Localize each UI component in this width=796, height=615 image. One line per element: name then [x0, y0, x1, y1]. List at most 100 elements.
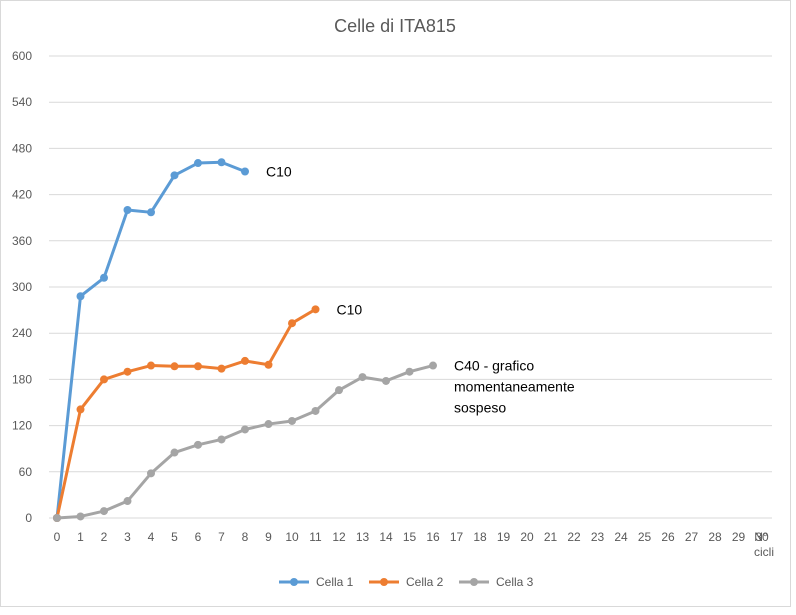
data-point: [241, 356, 249, 365]
data-point: [123, 367, 132, 376]
x-tick-label: 23: [591, 530, 605, 544]
data-point: [170, 448, 179, 457]
x-tick-label: 9: [265, 530, 272, 544]
y-tick-label: 420: [12, 188, 32, 202]
data-point: [241, 167, 249, 176]
data-point: [123, 497, 132, 506]
series-line: [55, 308, 317, 519]
data-point: [100, 273, 108, 282]
data-point: [288, 319, 296, 328]
x-tick-label: 12: [332, 530, 346, 544]
legend-item: Cella 3: [459, 575, 534, 589]
legend-label: Cella 3: [496, 575, 534, 589]
data-point: [217, 364, 226, 373]
data-point: [429, 361, 437, 370]
data-point: [241, 425, 249, 434]
annotation-label: C10: [266, 164, 292, 180]
x-tick-label: 18: [473, 530, 487, 544]
data-point: [311, 406, 320, 415]
x-tick-label: 17: [450, 530, 464, 544]
y-tick-label: 480: [12, 141, 32, 155]
x-tick-label: 6: [195, 530, 202, 544]
x-tick-label: 0: [54, 530, 61, 544]
data-point: [100, 507, 108, 516]
data-point: [147, 469, 155, 478]
x-tick-label: 30: [755, 530, 769, 544]
series-3: [53, 361, 437, 522]
legend: Cella 1 Cella 2 Cella 3: [279, 575, 534, 589]
x-axis-ticks: 0 1 2 3 4 5 6 7 8 9 10 11 12 13 14 15 16 17 18 19 20 21 22 23 24…: [54, 530, 774, 559]
x-axis-label-line1: N°: [754, 530, 768, 544]
x-tick-label: 29: [732, 530, 746, 544]
x-tick-label: 26: [661, 530, 675, 544]
annotation-label: C40 - grafico: [454, 358, 534, 374]
legend-marker: [380, 578, 388, 586]
legend-marker: [470, 578, 478, 586]
y-tick-label: 180: [12, 372, 32, 386]
data-point: [217, 435, 226, 444]
data-point: [288, 416, 296, 425]
data-point: [147, 361, 155, 370]
data-point: [147, 208, 155, 217]
x-tick-label: 8: [242, 530, 249, 544]
x-tick-label: 22: [567, 530, 581, 544]
data-point: [100, 375, 108, 384]
legend-label: Cella 2: [406, 575, 444, 589]
y-tick-label: 300: [12, 280, 32, 294]
y-tick-label: 360: [12, 234, 32, 248]
annotation-label: sospeso: [454, 400, 506, 416]
x-tick-label: 11: [309, 530, 322, 544]
y-tick-label: 240: [12, 326, 32, 340]
y-tick-label: 120: [12, 419, 32, 433]
y-tick-label: 540: [12, 95, 32, 109]
x-tick-label: 14: [379, 530, 393, 544]
x-tick-label: 2: [101, 530, 108, 544]
x-tick-label: 16: [426, 530, 440, 544]
data-point: [194, 440, 202, 449]
data-point: [53, 514, 61, 522]
data-point: [311, 305, 320, 314]
data-point: [76, 405, 85, 414]
x-tick-label: 28: [708, 530, 722, 544]
annotations: C10 C10 C40 - grafico momentaneamente sospes…: [266, 164, 575, 416]
x-axis-label-line2: cicli: [754, 545, 774, 559]
y-tick-label: 600: [12, 49, 32, 63]
data-point: [382, 376, 390, 385]
annotation-label: momentaneamente: [454, 379, 575, 395]
x-tick-label: 13: [356, 530, 370, 544]
chart-title: Celle di ITA815: [334, 16, 456, 36]
data-point: [76, 292, 85, 301]
data-point: [170, 362, 179, 371]
data-point: [264, 420, 273, 429]
data-point: [264, 360, 273, 369]
gridlines: [49, 55, 772, 519]
x-tick-label: 7: [218, 530, 225, 544]
x-tick-label: 25: [638, 530, 652, 544]
data-point: [194, 362, 202, 371]
y-tick-label: 0: [25, 511, 32, 525]
data-point: [405, 367, 414, 376]
legend-item: Cella 2: [369, 575, 444, 589]
y-tick-label: 60: [19, 465, 33, 479]
series-1: [53, 158, 249, 522]
x-tick-label: 21: [544, 530, 558, 544]
data-point: [358, 373, 367, 382]
annotation-label: C10: [337, 301, 363, 317]
data-point: [194, 159, 202, 168]
y-axis-ticks: 0 60 120 180 240 300 360 420 480 540 600: [12, 49, 32, 525]
legend-label: Cella 1: [316, 575, 354, 589]
x-tick-label: 15: [403, 530, 417, 544]
legend-item: Cella 1: [279, 575, 354, 589]
x-tick-label: 24: [614, 530, 628, 544]
data-point: [335, 386, 343, 395]
data-point: [170, 171, 179, 180]
data-point: [123, 206, 132, 214]
x-tick-label: 1: [77, 530, 84, 544]
x-tick-label: 20: [520, 530, 534, 544]
data-point: [217, 158, 226, 167]
legend-marker: [290, 578, 298, 586]
x-tick-label: 19: [497, 530, 511, 544]
x-tick-label: 10: [285, 530, 299, 544]
